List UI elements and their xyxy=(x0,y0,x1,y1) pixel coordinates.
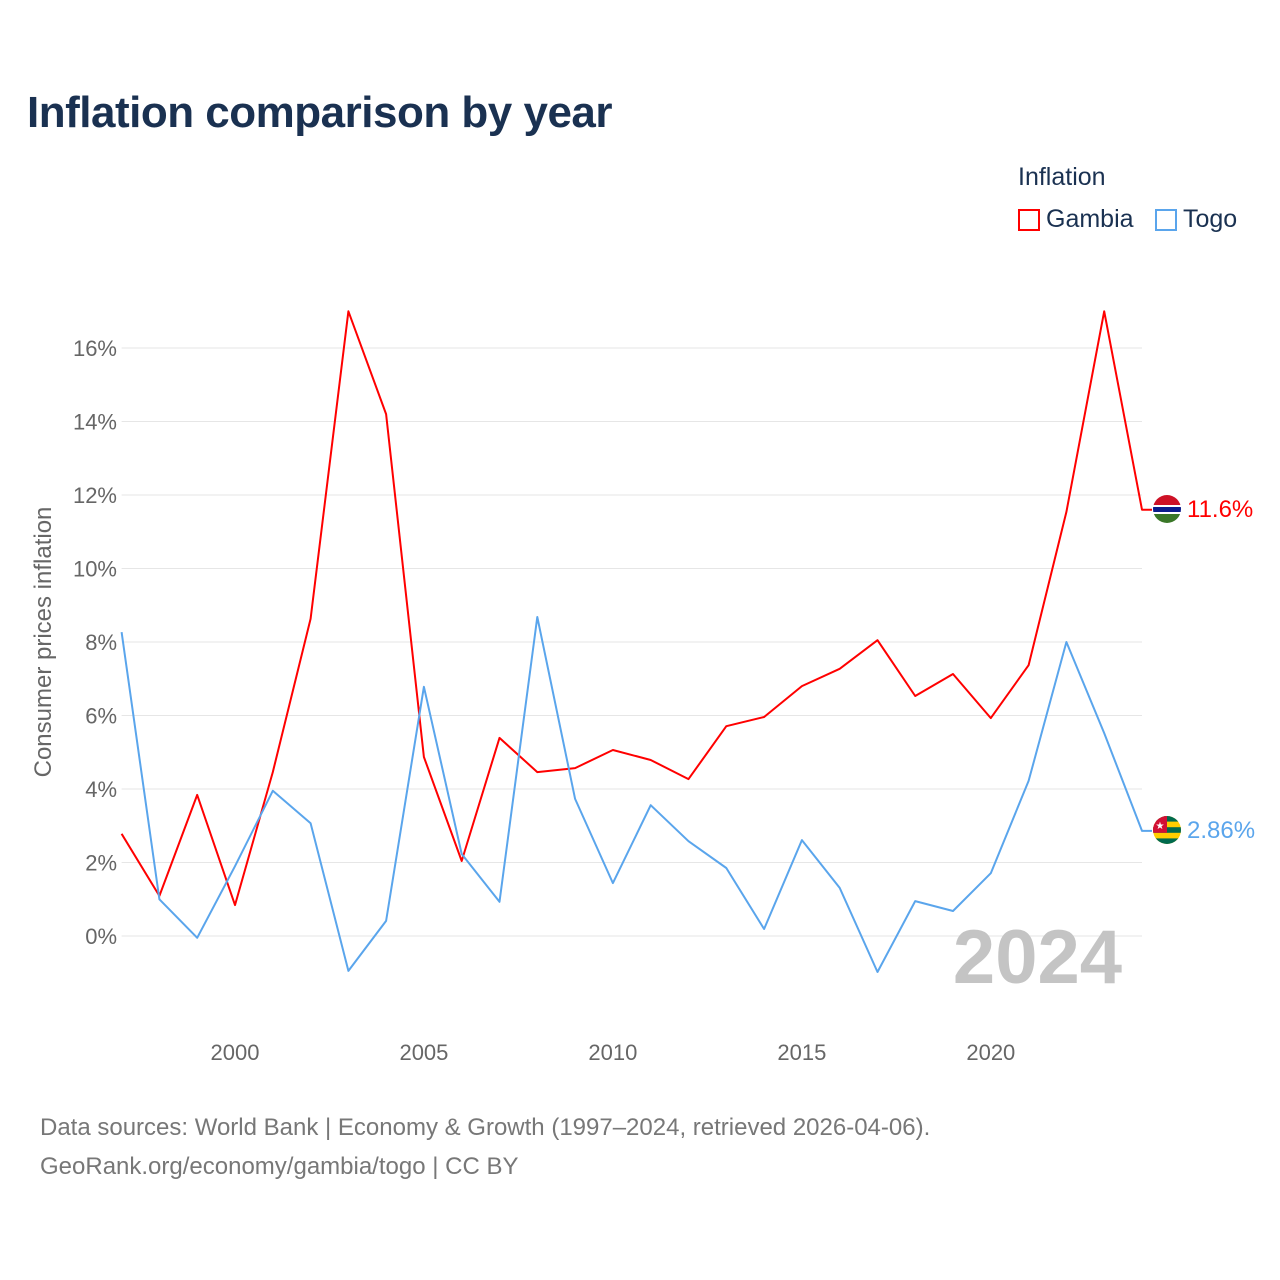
togo-flag-icon: ★ xyxy=(1153,816,1181,844)
year-watermark: 2024 xyxy=(953,915,1122,1000)
y-axis-label: Consumer prices inflation xyxy=(30,507,57,778)
legend-swatch-gambia xyxy=(1018,208,1040,231)
legend-swatch-togo xyxy=(1155,208,1177,231)
y-tick-label: 0% xyxy=(85,924,117,949)
x-tick-label: 2010 xyxy=(588,1040,637,1065)
y-tick-label: 6% xyxy=(85,704,117,729)
legend-label-togo: Togo xyxy=(1183,205,1238,233)
series-line-gambia xyxy=(120,310,1152,907)
y-tick-label: 14% xyxy=(73,410,117,435)
y-tick-label: 8% xyxy=(85,630,117,655)
x-tick-label: 2015 xyxy=(777,1040,826,1065)
x-tick-label: 2005 xyxy=(399,1040,448,1065)
legend-item-togo[interactable]: Togo xyxy=(1155,205,1237,234)
legend-item-gambia[interactable]: Gambia xyxy=(1018,205,1134,234)
gambia-end-label: 11.6% xyxy=(1187,496,1253,523)
series-line-togo xyxy=(120,616,1152,973)
chart-title: Inflation comparison by year xyxy=(27,88,613,137)
source-line-2[interactable]: GeoRank.org/economy/gambia/togo | CC BY xyxy=(40,1153,519,1180)
svg-text:★: ★ xyxy=(1156,821,1165,832)
source-note: Data sources: World Bank | Economy & Gro… xyxy=(40,1108,930,1186)
y-tick-label: 2% xyxy=(85,851,117,876)
source-line-1: Data sources: World Bank | Economy & Gro… xyxy=(40,1114,931,1141)
togo-end-label: 2.86% xyxy=(1187,817,1255,844)
y-tick-label: 4% xyxy=(85,777,117,802)
y-tick-label: 16% xyxy=(73,336,117,361)
x-tick-label: 2020 xyxy=(966,1040,1015,1065)
y-tick-label: 10% xyxy=(73,557,117,582)
gambia-flag-icon xyxy=(1153,495,1181,523)
legend-title: Inflation xyxy=(1018,163,1106,191)
legend-label-gambia: Gambia xyxy=(1046,205,1134,233)
x-tick-label: 2000 xyxy=(211,1040,260,1065)
y-tick-label: 12% xyxy=(73,483,117,508)
